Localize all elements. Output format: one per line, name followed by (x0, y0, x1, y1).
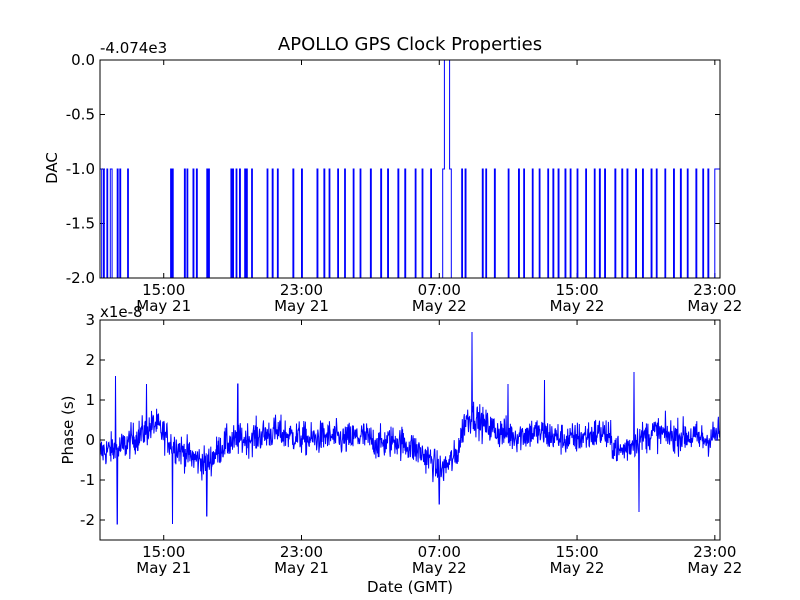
phase-panel: x1e-8 Phase (s) Date (GMT) 3 2 1 0 -1 -2 15:0… (59, 303, 742, 596)
dac-xtick-time-label: 15:00 (142, 281, 185, 299)
phase-xtick-date-label: May 22 (412, 559, 467, 577)
phase-axes-frame (99, 319, 721, 541)
dac-panel: APOLLO GPS Clock Properties -4.074e3 DAC… (43, 34, 742, 315)
dac-offset-label: -4.074e3 (100, 39, 167, 57)
phase-y-ticks: 3 2 1 0 -1 -2 (80, 311, 720, 529)
phase-xtick-time-label: 23:00 (693, 543, 736, 561)
phase-ylabel: Phase (s) (59, 395, 77, 464)
dac-ylabel: DAC (43, 152, 61, 184)
dac-axes-frame (99, 59, 721, 279)
phase-ytick-label: -2 (80, 511, 95, 529)
phase-xtick-date-label: May 22 (550, 559, 605, 577)
chart-title: APOLLO GPS Clock Properties (278, 34, 542, 55)
phase-xtick-time-label: 23:00 (280, 543, 323, 561)
phase-xtick-time-label: 15:00 (142, 543, 185, 561)
dac-series-line (100, 59, 720, 279)
dac-ytick-label: -2.0 (66, 269, 95, 287)
dac-xtick-date-label: May 21 (136, 297, 191, 315)
phase-xtick-time-label: 15:00 (555, 543, 598, 561)
phase-xtick-date-label: May 22 (687, 559, 742, 577)
dac-xtick-date-label: May 21 (274, 297, 329, 315)
dac-xtick-date-label: May 22 (412, 297, 467, 315)
phase-ytick-label: -1 (80, 471, 95, 489)
phase-xtick-date-label: May 21 (274, 559, 329, 577)
phase-xtick-time-label: 07:00 (418, 543, 461, 561)
phase-series-line (99, 331, 721, 525)
phase-offset-label: x1e-8 (100, 303, 143, 321)
dac-xtick-time-label: 15:00 (555, 281, 598, 299)
dac-ytick-label: -1.5 (66, 215, 95, 233)
phase-ytick-label: 2 (85, 351, 95, 369)
dac-xtick-date-label: May 22 (550, 297, 605, 315)
dac-ytick-label: 0.0 (71, 51, 95, 69)
dac-xtick-date-label: May 22 (687, 297, 742, 315)
dac-xtick-time-label: 07:00 (418, 281, 461, 299)
dac-ytick-label: -1.0 (66, 160, 95, 178)
dac-xtick-time-label: 23:00 (280, 281, 323, 299)
dac-ytick-label: -0.5 (66, 106, 95, 124)
phase-ytick-label: 3 (85, 311, 95, 329)
phase-xtick-date-label: May 21 (136, 559, 191, 577)
phase-ytick-label: 0 (85, 431, 95, 449)
phase-xlabel: Date (GMT) (367, 578, 453, 596)
dac-xtick-time-label: 23:00 (693, 281, 736, 299)
phase-ytick-label: 1 (85, 391, 95, 409)
